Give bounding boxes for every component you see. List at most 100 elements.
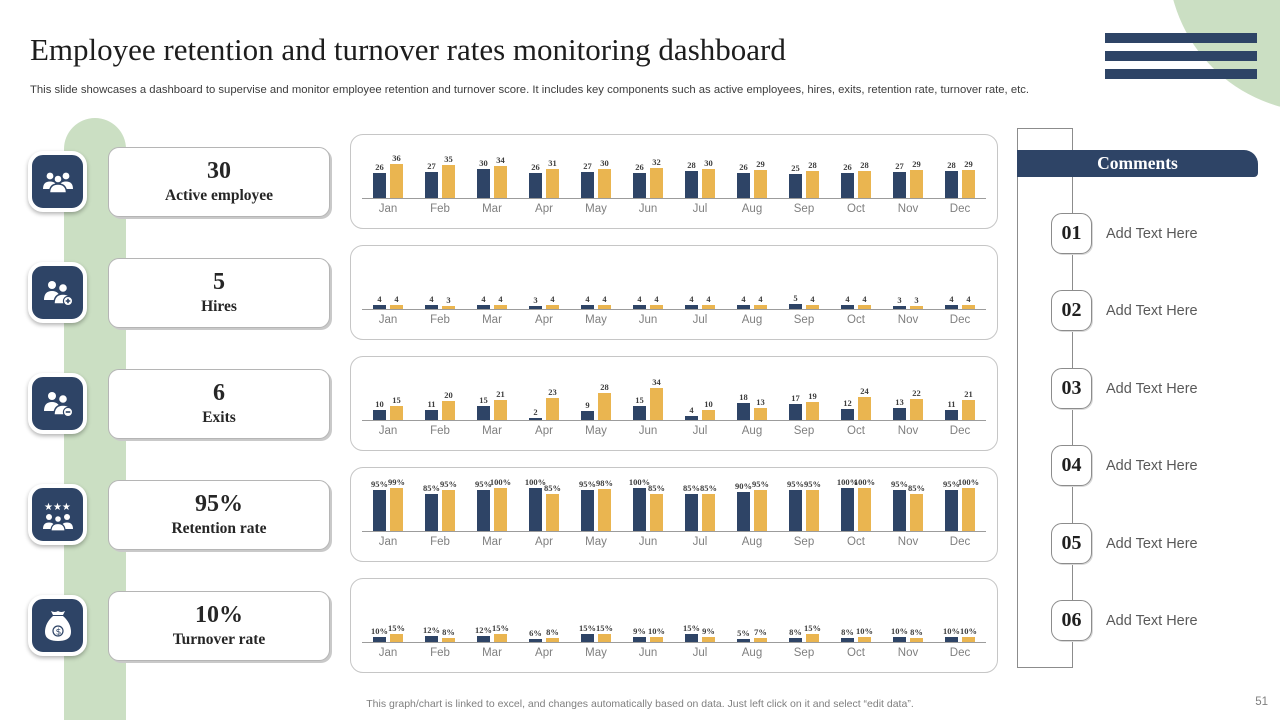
navy-bar: 26 [633, 162, 646, 198]
bar-value-label: 6% [529, 628, 542, 638]
month-label: Aug [741, 647, 763, 659]
charts-column: 26 36 27 35 30 34 26 31 27 30 26 32 28 30 26 29 25 28 26 28… [350, 134, 998, 689]
employees-icon [28, 151, 87, 212]
month-label: Mar [482, 425, 502, 437]
month-label: Aug [741, 314, 763, 326]
navy-bar: 15% [579, 623, 596, 642]
month-label: Oct [847, 536, 865, 548]
navy-bar: 4 [477, 294, 490, 309]
bar-value-label: 31 [548, 158, 557, 168]
month-label: Jun [638, 314, 658, 326]
bar-value-label: 95% [371, 479, 388, 489]
bar-value-label: 4 [810, 294, 815, 304]
bar-value-label: 18 [739, 392, 748, 402]
comment-text-placeholder[interactable]: Add Text Here [1106, 380, 1198, 397]
bar-value-label: 15% [388, 623, 405, 633]
chart-panel-exits[interactable]: 10 15 11 20 15 21 2 23 9 28 15 34 4 10 18 13 17 19 12 24 13 2… [350, 356, 998, 451]
bar-value-label: 30 [479, 158, 488, 168]
bar-value-label: 25 [791, 163, 800, 173]
gold-bar: 19 [806, 391, 819, 420]
bar-value-label: 8% [546, 627, 559, 637]
bar-value-label: 4 [481, 294, 486, 304]
navy-bar: 3 [893, 295, 906, 309]
month-label: Dec [949, 203, 971, 215]
kpi-value: 30 [207, 158, 231, 185]
bar-value-label: 12% [475, 625, 492, 635]
bar-value-label: 22 [912, 388, 921, 398]
navy-bar: 95% [371, 479, 388, 531]
gold-bar: 30 [598, 158, 611, 198]
gold-bar: 36 [390, 153, 403, 198]
bar-value-label: 26 [843, 162, 852, 172]
chart-panel-turnover-rate[interactable]: 10% 15% 12% 8% 12% 15% 6% 8% 15% 15% 9% 10% 15% 9% 5% 7… [350, 578, 998, 673]
bar-value-label: 3 [533, 295, 538, 305]
month-label: Sep [793, 203, 815, 215]
gold-bar: 15% [492, 623, 509, 642]
comment-text-placeholder[interactable]: Add Text Here [1106, 302, 1198, 319]
bar-value-label: 28 [687, 160, 696, 170]
gold-bar: 15% [804, 623, 821, 642]
gold-bar: 8% [910, 627, 923, 642]
bar-value-label: 3 [446, 295, 451, 305]
bar-value-label: 28 [600, 382, 609, 392]
gold-bar: 31 [546, 158, 559, 198]
bar-value-label: 29 [964, 159, 973, 169]
stripes-decoration [1105, 33, 1257, 87]
month-label: Dec [949, 314, 971, 326]
gold-bar: 29 [962, 159, 975, 198]
month-label: Aug [741, 203, 763, 215]
chart-panel-retention-rate[interactable]: 95% 99% 85% 95% 95% 100% 100% 85% 95% 98% 100% 85% 8… [350, 467, 998, 562]
gold-bar: 15 [390, 395, 403, 420]
gold-bar: 10% [856, 626, 873, 642]
gold-bar: 85% [648, 483, 665, 531]
kpi-label: Retention rate [171, 519, 267, 537]
gold-bar: 20 [442, 390, 455, 420]
comment-number-box: 06 [1051, 600, 1092, 641]
bar-value-label: 3 [897, 295, 902, 305]
comment-text-placeholder[interactable]: Add Text Here [1106, 457, 1198, 474]
month-label: Oct [847, 314, 865, 326]
bar-value-label: 4 [377, 294, 382, 304]
gold-bar: 3 [442, 295, 455, 309]
kpi-value: 95% [195, 491, 243, 518]
bar-value-label: 8% [910, 627, 923, 637]
navy-bar: 3 [529, 295, 542, 309]
bar-value-label: 15% [596, 623, 613, 633]
kpi-value: 5 [213, 269, 225, 296]
bar-value-label: 95% [579, 479, 596, 489]
month-label: Dec [949, 425, 971, 437]
gold-bar: 29 [910, 159, 923, 198]
bar-value-label: 90% [735, 481, 752, 491]
navy-bar: 12 [841, 398, 854, 420]
chart-panel-hires[interactable]: 4 4 4 3 4 4 3 4 4 4 4 4 4 4 4 4 5 4 4 4 3 3 4 4 Jan Feb Mar Apr May J… [350, 245, 998, 340]
chart-panel-active-employee[interactable]: 26 36 27 35 30 34 26 31 27 30 26 32 28 30 26 29 25 28 26 28… [350, 134, 998, 229]
bar-value-label: 27 [583, 161, 592, 171]
navy-bar: 95% [891, 479, 908, 531]
bar-value-label: 8% [789, 627, 802, 637]
bar-value-label: 4 [949, 294, 954, 304]
bar-value-label: 2 [533, 407, 538, 417]
gold-bar: 85% [908, 483, 925, 531]
bar-value-label: 95% [787, 479, 804, 489]
bar-value-label: 26 [375, 162, 384, 172]
month-label: Feb [430, 647, 450, 659]
bar-value-label: 85% [683, 483, 700, 493]
navy-bar: 2 [529, 407, 542, 420]
bar-value-label: 30 [600, 158, 609, 168]
bar-value-label: 32 [652, 157, 661, 167]
bar-value-label: 4 [498, 294, 503, 304]
comment-text-placeholder[interactable]: Add Text Here [1106, 535, 1198, 552]
page-title: Employee retention and turnover rates mo… [30, 32, 786, 67]
gold-bar: 9% [702, 626, 715, 642]
bar-value-label: 12% [423, 625, 440, 635]
gold-bar: 95% [752, 479, 769, 531]
comment-text-placeholder[interactable]: Add Text Here [1106, 612, 1198, 629]
bar-value-label: 95% [440, 479, 457, 489]
money-bag-icon: $ [28, 595, 87, 656]
navy-bar: 9% [633, 626, 646, 642]
navy-bar: 100% [629, 477, 650, 531]
bar-value-label: 10% [856, 626, 873, 636]
comment-text-placeholder[interactable]: Add Text Here [1106, 225, 1198, 242]
month-label: May [585, 425, 607, 437]
